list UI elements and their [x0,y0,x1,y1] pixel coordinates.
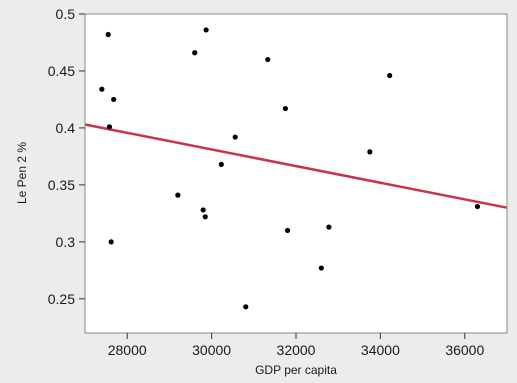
y-tick-label: 0.45 [48,63,75,79]
x-axis-title: GDP per capita [255,363,337,377]
y-tick-label: 0.3 [56,234,76,250]
data-point [111,96,117,103]
y-tick-label: 0.25 [48,291,75,307]
y-tick-label: 0.4 [56,120,76,136]
x-tick-label: 34000 [361,342,400,358]
x-tick-label: 36000 [445,342,484,358]
data-point [232,134,238,140]
data-point [326,224,332,230]
y-axis: 0.25 0.3 0.35 0.4 0.45 0.5 [48,6,85,307]
plot-area [85,14,507,333]
data-point [284,227,291,234]
y-axis-title: Le Pen 2 % [15,142,29,204]
fit-layer [84,123,508,209]
points-layer [99,27,481,310]
data-point [200,207,206,213]
x-tick-label: 28000 [108,342,147,358]
data-point [202,214,208,220]
y-tick-label: 0.5 [56,6,76,22]
data-point [367,149,373,155]
y-tick-label: 0.35 [48,177,75,193]
data-point [243,304,249,310]
data-point [108,239,114,245]
data-point [387,72,393,79]
data-point [203,27,209,33]
x-tick-label: 30000 [192,342,231,358]
data-point [175,192,181,198]
fit-line [84,123,508,209]
data-point [318,265,324,271]
data-point [99,86,105,92]
data-point [106,124,113,130]
data-point [218,161,224,167]
data-point [192,50,198,56]
x-axis: 28000 30000 32000 34000 36000 [108,333,484,358]
data-point [474,203,481,210]
data-point [105,31,111,38]
data-point [265,56,271,63]
x-tick-label: 32000 [277,342,316,358]
data-point [282,105,289,112]
